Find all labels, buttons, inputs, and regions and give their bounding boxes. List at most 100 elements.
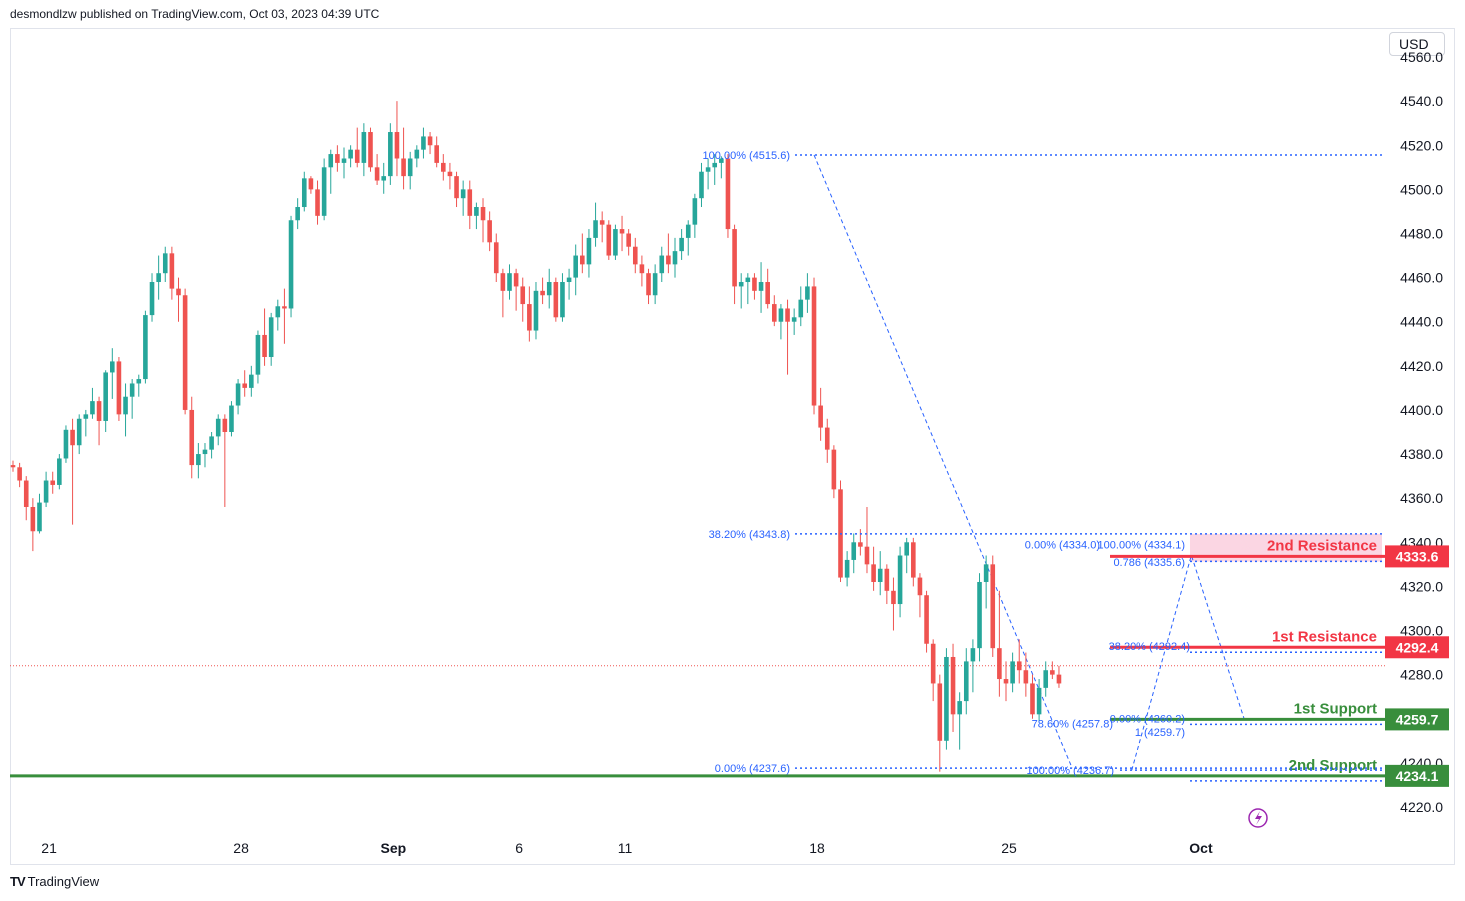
- candle-body: [924, 595, 929, 644]
- candle-body: [758, 282, 764, 291]
- candle-body: [321, 167, 327, 216]
- candle-body: [844, 559, 850, 578]
- candle-body: [1036, 687, 1042, 715]
- candle-body: [977, 581, 982, 649]
- candle-body: [454, 176, 459, 199]
- candle-body: [527, 304, 532, 331]
- fib-label: 78.60% (4257.8): [1032, 719, 1113, 731]
- candle-body: [143, 315, 148, 380]
- footer-brand-text[interactable]: TradingView: [27, 874, 100, 889]
- price-tag: [1385, 764, 1449, 787]
- candle-body: [235, 383, 241, 406]
- price-tag-value: 4333.6: [1396, 548, 1439, 564]
- footer-brand: TV TradingView: [10, 874, 99, 889]
- candle-body: [811, 286, 817, 406]
- candle-body: [136, 379, 142, 384]
- y-tick-label: 4220.0: [1400, 799, 1443, 815]
- candle-body: [493, 242, 499, 274]
- y-tick-label: 4440.0: [1400, 314, 1443, 330]
- candle-body: [546, 282, 552, 296]
- x-tick-label: Sep: [380, 840, 406, 856]
- candle-body: [983, 564, 989, 582]
- candle-body: [553, 282, 559, 318]
- y-tick-label: 4480.0: [1400, 225, 1443, 241]
- candle-body: [30, 506, 36, 532]
- y-tick-label: 4520.0: [1400, 137, 1443, 153]
- x-tick-label: Oct: [1189, 840, 1213, 856]
- candle-body: [858, 542, 863, 547]
- candle-body: [500, 273, 506, 291]
- price-tag-value: 4292.4: [1396, 639, 1439, 655]
- x-tick-label: 25: [1001, 840, 1017, 856]
- candle-body: [374, 167, 380, 181]
- candle-body: [864, 546, 870, 565]
- x-tick-label: 11: [618, 840, 633, 856]
- y-tick-label: 4380.0: [1400, 446, 1443, 462]
- fib-label: 100.00% (4334.1): [1098, 539, 1185, 551]
- candle-body: [824, 427, 830, 450]
- candle-body: [997, 648, 1002, 680]
- fib-label: 0.00% (4334.0): [1025, 539, 1100, 551]
- candle-body: [315, 189, 320, 216]
- candle-body: [818, 405, 823, 428]
- candle-body: [176, 288, 181, 296]
- candle-body: [354, 149, 360, 163]
- y-tick-label: 4320.0: [1400, 578, 1443, 594]
- candle-body: [632, 246, 638, 265]
- candle-body: [63, 429, 69, 459]
- candle-body: [963, 661, 969, 702]
- x-tick-label: 28: [233, 840, 249, 856]
- candle-body: [388, 132, 393, 177]
- candle-body: [897, 555, 903, 605]
- candle-body: [732, 229, 737, 287]
- candle-body: [116, 361, 122, 415]
- candle-body: [467, 189, 473, 216]
- candle-body: [917, 577, 923, 596]
- candle-body: [43, 480, 49, 503]
- candle-body: [295, 207, 300, 221]
- fib-label: 38.20% (4292.4): [1109, 641, 1190, 653]
- candle-body: [301, 178, 307, 208]
- candle-body: [791, 317, 797, 322]
- candle-body: [944, 656, 949, 741]
- candle-body: [202, 449, 208, 455]
- x-tick-label: 21: [41, 840, 57, 856]
- candle-body: [460, 189, 466, 199]
- candle-body: [268, 317, 274, 358]
- candle-body: [639, 264, 645, 274]
- price-tag: [1385, 708, 1449, 731]
- level-label: 1st Resistance: [1272, 628, 1377, 645]
- candle-body: [930, 643, 936, 684]
- candle-body: [752, 277, 757, 291]
- candle-body: [57, 458, 62, 485]
- candles-layer: [10, 101, 1062, 772]
- candle-body: [401, 158, 406, 177]
- candle-body: [719, 158, 724, 163]
- candle-body: [672, 251, 678, 265]
- currency-button[interactable]: USD: [1389, 32, 1445, 56]
- fib-labels-layer: 100.00% (4515.6) 38.20% (4343.8) 0.00% (42…: [703, 150, 1385, 777]
- candle-body: [361, 132, 367, 163]
- price-tag-value: 4259.7: [1396, 711, 1439, 727]
- candle-body: [1003, 679, 1009, 684]
- candle-body: [705, 167, 711, 172]
- level-label: 1st Support: [1294, 700, 1377, 717]
- candle-body: [83, 414, 89, 419]
- candle-body: [480, 207, 486, 221]
- candle-body: [328, 154, 334, 168]
- candle-body: [487, 220, 492, 243]
- y-tick-label: 4560.0: [1400, 49, 1443, 65]
- lightning-icon[interactable]: [1248, 808, 1268, 828]
- candle-body: [149, 282, 155, 316]
- candle-body: [50, 480, 56, 485]
- candle-body: [10, 465, 16, 468]
- fib-label: 0.00% (4260.2): [1110, 713, 1185, 725]
- candle-body: [288, 220, 294, 309]
- candle-body: [513, 273, 519, 287]
- candle-body: [884, 568, 890, 591]
- candle-body: [96, 401, 102, 421]
- candle-body: [778, 308, 784, 322]
- candle-body: [1010, 661, 1015, 684]
- candle-body: [262, 334, 267, 358]
